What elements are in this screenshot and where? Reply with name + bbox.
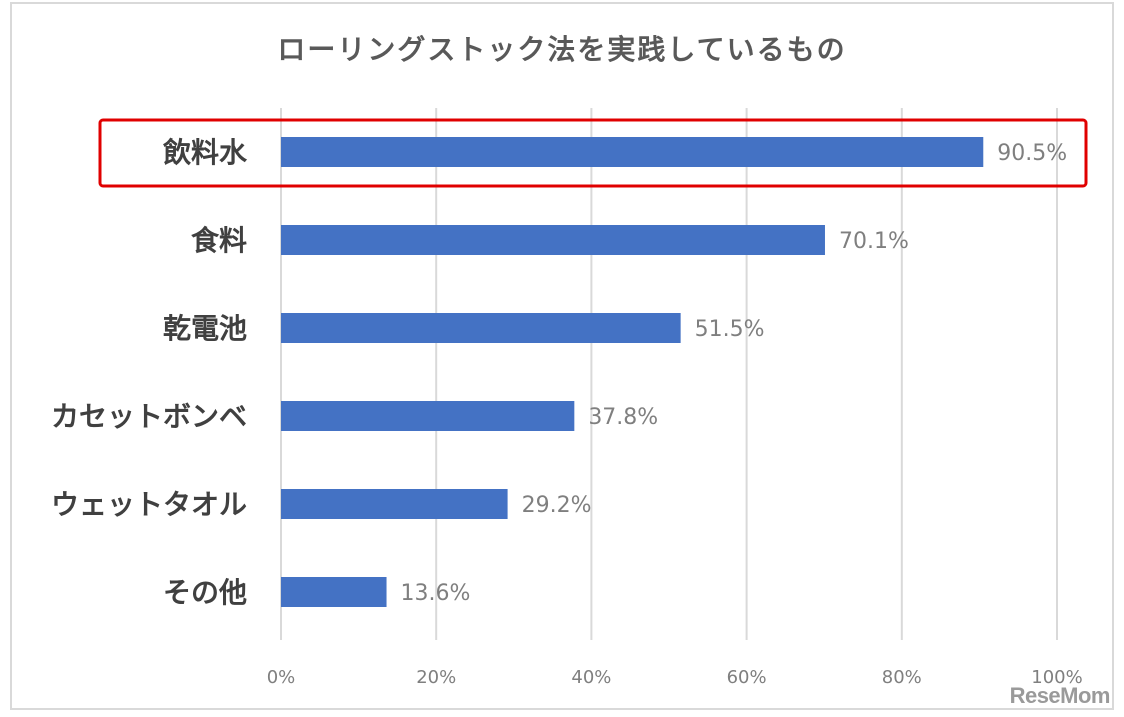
value-label: 51.5%: [695, 317, 765, 342]
value-label: 29.2%: [522, 493, 592, 518]
gridlines: [280, 108, 1058, 640]
highlight-box: [98, 118, 1088, 188]
watermark-logo: ReseMom: [1009, 683, 1111, 708]
value-label: 70.1%: [839, 229, 909, 254]
bar: [281, 137, 984, 167]
x-tick-label: 80%: [882, 667, 922, 688]
bar: [281, 577, 387, 607]
x-tick-label: 40%: [571, 667, 611, 688]
value-label: 13.6%: [401, 581, 471, 606]
category-label: 食料: [191, 224, 247, 257]
value-label: 37.8%: [588, 405, 658, 430]
category-label: その他: [163, 576, 247, 609]
x-tick-label: 100%: [1031, 667, 1082, 688]
x-tick-label: 20%: [416, 667, 456, 688]
bar: [281, 401, 575, 431]
bars: [281, 137, 984, 607]
bar: [281, 489, 508, 519]
value-label: 90.5%: [997, 141, 1067, 166]
x-tick-label: 60%: [727, 667, 767, 688]
category-label: 飲料水: [163, 136, 248, 169]
category-label: ウェットタオル: [51, 488, 247, 521]
chart-title: ローリングストック法を実践しているもの: [277, 33, 847, 66]
bar: [281, 225, 825, 255]
category-label: カセットボンベ: [51, 400, 247, 433]
x-tick-label: 0%: [267, 667, 296, 688]
bar: [281, 313, 681, 343]
category-label: 乾電池: [163, 312, 247, 345]
labels: 0% 20% 40% 60% 80% 100% 飲料水 90.5% 食料 70.1% 乾電池 51.5…: [51, 136, 1083, 688]
